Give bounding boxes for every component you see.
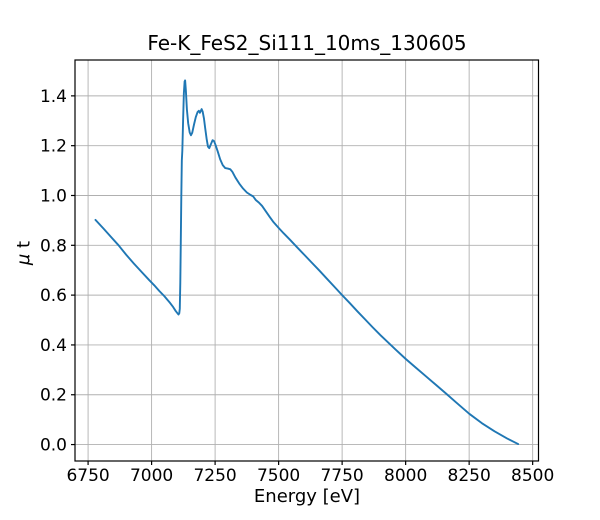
y-axis-label: μ t [14,241,35,265]
y-tick-label: 1.2 [40,137,67,157]
x-axis-label: Energy [eV] [253,486,361,507]
spectrum-line [94,79,520,446]
x-tick-label: 7000 [130,466,173,486]
y-tick-label: 1.4 [40,87,67,107]
x-tick-label: 6750 [66,466,109,486]
x-tick-label: 7500 [257,466,300,486]
x-tick-label: 8000 [384,466,427,486]
tick-labels: 6750 7000 7250 7500 7750 8000 8250 8500 0.0 0.2 0.… [40,87,554,486]
x-tick-label: 8500 [511,466,554,486]
data-series [94,79,520,446]
x-tick-label: 7750 [320,466,363,486]
y-axis-label-rest: t [13,240,35,254]
axes-spines [74,59,540,462]
x-tick-label: 8250 [448,466,491,486]
y-tick-label: 0.0 [40,436,67,456]
x-tick-label: 7250 [193,466,236,486]
gridlines [75,60,539,461]
tick-marks [71,95,534,465]
y-tick-label: 0.4 [40,336,67,356]
y-tick-label: 0.6 [40,286,67,306]
y-tick-label: 0.2 [40,386,67,406]
chart-title: Fe-K_FeS2_Si111_10ms_130605 [147,31,467,55]
mu-symbol: μ [13,253,35,266]
y-tick-label: 0.8 [40,236,67,256]
y-tick-label: 1.0 [40,186,67,206]
